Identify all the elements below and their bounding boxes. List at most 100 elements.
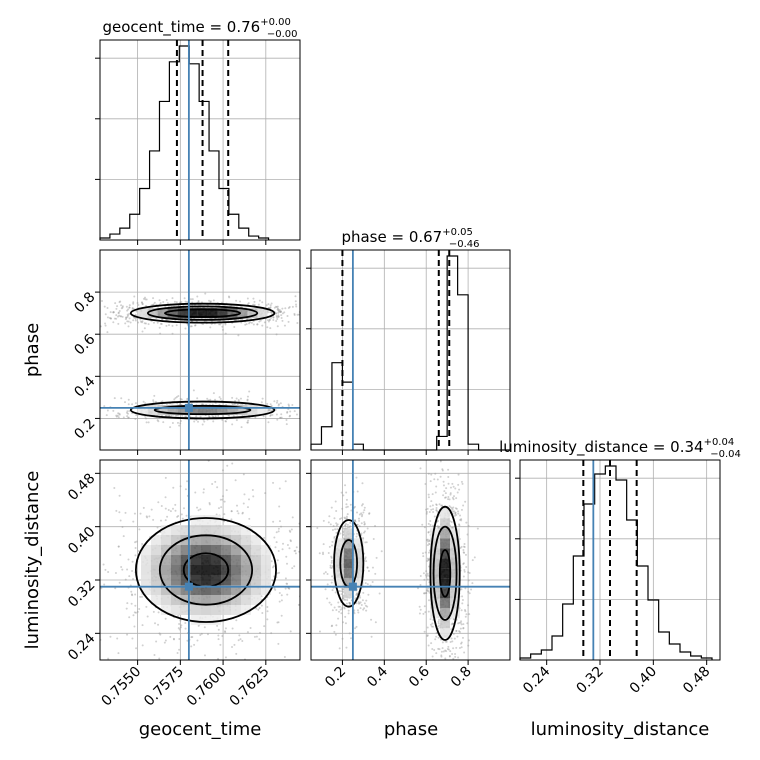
sample-point — [148, 515, 151, 518]
density-cell — [180, 555, 191, 565]
sample-point — [250, 321, 253, 324]
density-cell — [200, 555, 211, 565]
sample-point — [322, 308, 324, 310]
x-tick-label: 0.7625 — [227, 664, 273, 710]
sample-point — [455, 497, 458, 500]
density-cell — [450, 608, 460, 619]
density-cell — [450, 558, 460, 569]
sample-point — [279, 416, 282, 419]
sample-point — [128, 575, 131, 578]
sample-point — [107, 657, 110, 660]
sample-point — [344, 524, 347, 527]
sample-point — [366, 566, 369, 569]
sample-point — [174, 414, 177, 417]
sample-point — [270, 560, 273, 563]
sample-point — [345, 503, 348, 506]
sample-point — [260, 401, 263, 404]
sample-point — [365, 599, 368, 602]
sample-point — [457, 656, 460, 659]
sample-point — [141, 542, 144, 545]
sample-point — [159, 519, 162, 522]
sample-point — [161, 318, 164, 321]
sample-point — [85, 609, 87, 611]
sample-point — [152, 321, 155, 324]
sample-point — [302, 610, 304, 612]
sample-point — [339, 532, 342, 535]
sample-point — [293, 565, 296, 568]
sample-point — [276, 399, 279, 402]
sample-point — [132, 520, 135, 523]
density-cell — [440, 578, 451, 589]
sample-point — [174, 319, 177, 322]
sample-point — [440, 504, 443, 507]
sample-point — [179, 626, 182, 629]
density-cell — [220, 555, 231, 565]
sample-point — [353, 612, 356, 615]
sample-point — [372, 537, 375, 540]
sample-point — [125, 411, 128, 414]
sample-point — [118, 301, 121, 304]
sample-point — [429, 618, 432, 621]
sample-point — [360, 504, 363, 507]
sample-point — [306, 313, 308, 315]
sample-point — [224, 323, 227, 326]
sample-point — [175, 395, 178, 398]
density-cell — [220, 535, 231, 545]
sample-point — [449, 486, 452, 489]
sample-point — [89, 569, 91, 571]
sample-point — [276, 305, 279, 308]
sample-point — [451, 526, 454, 529]
sample-point — [117, 311, 120, 314]
sample-point — [313, 312, 315, 314]
sample-point — [212, 392, 215, 395]
sample-point — [143, 327, 146, 330]
sample-point — [338, 309, 340, 311]
sample-point — [164, 507, 167, 510]
density-cell — [333, 578, 344, 589]
sample-point — [196, 295, 199, 298]
sample-point — [270, 302, 273, 305]
sample-point — [118, 314, 121, 317]
sample-point — [177, 395, 180, 398]
sample-point — [289, 530, 292, 533]
sample-point — [156, 419, 159, 422]
sample-point — [345, 491, 348, 494]
sample-point — [333, 517, 336, 520]
sample-point — [334, 500, 337, 503]
sample-point — [440, 655, 443, 658]
sample-point — [322, 519, 325, 522]
sample-point — [92, 407, 94, 409]
sample-point — [201, 423, 204, 426]
sample-point — [115, 415, 118, 418]
sample-point — [144, 322, 147, 325]
sample-point — [337, 601, 340, 604]
sample-point — [277, 311, 280, 314]
sample-point — [212, 299, 215, 302]
x-tick-label: 0.4 — [364, 663, 391, 690]
sample-point — [425, 508, 428, 511]
sample-point — [258, 631, 261, 634]
density-cell — [333, 558, 344, 569]
sample-point — [426, 626, 429, 629]
sample-point — [436, 525, 439, 528]
sample-point — [465, 613, 468, 616]
sample-point — [180, 513, 183, 516]
sample-point — [280, 310, 283, 313]
sample-point — [269, 414, 272, 417]
sample-point — [427, 472, 430, 475]
sample-point — [276, 621, 279, 624]
sample-point — [295, 546, 298, 549]
sample-point — [457, 512, 460, 515]
density-cell — [190, 595, 201, 605]
sample-point — [138, 607, 141, 610]
sample-point — [193, 665, 195, 667]
sample-point — [334, 633, 337, 636]
sample-point — [97, 419, 99, 421]
sample-point — [354, 627, 357, 630]
sample-point — [114, 302, 117, 305]
sample-point — [319, 312, 321, 314]
sample-point — [224, 420, 227, 423]
sample-point — [119, 519, 122, 522]
density-cell — [180, 575, 191, 585]
sample-point — [378, 592, 381, 595]
